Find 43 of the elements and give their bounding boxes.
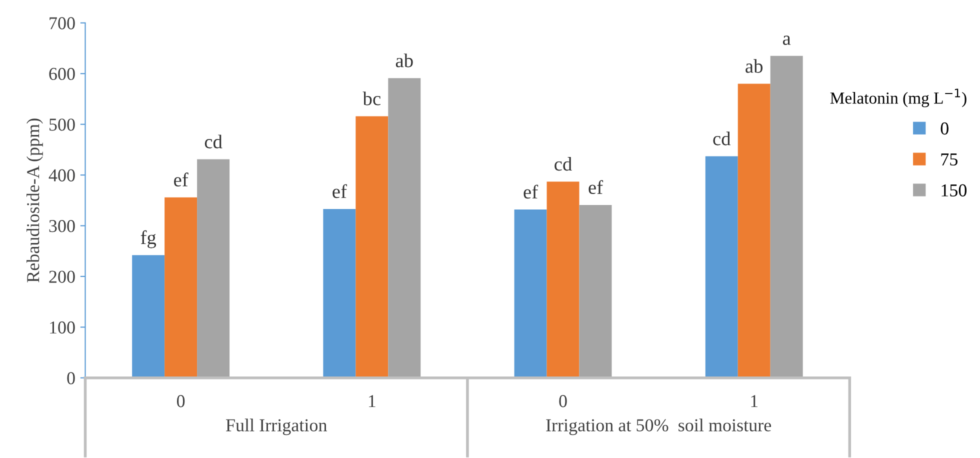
legend-label: 0 [940,122,948,135]
y-axis-title: Rebaudioside-A (ppm) [26,118,43,282]
bar [514,210,547,378]
bar [770,56,803,378]
x-tick-label: 1 [751,395,758,408]
y-tick-label: 400 [48,169,75,182]
bar [705,156,738,378]
bar [323,208,356,378]
data-label: cd [204,134,222,148]
x-tick-label: 0 [176,395,185,408]
data-label: cd [713,132,731,146]
bar [356,116,388,378]
bar [738,84,770,378]
x-tick-label: 0 [559,395,567,408]
bar [546,182,580,378]
y-tick-label: 600 [49,68,75,80]
data-label: a [782,36,791,45]
y-tick-label: 100 [50,321,75,334]
y-tick-label: 700 [50,17,75,30]
y-tick-label: 500 [50,118,75,131]
bar [164,197,198,378]
data-label: ef [588,180,604,194]
data-label: bc [362,92,380,106]
bar [197,159,230,378]
y-tick-label: 0 [67,372,75,384]
text: Irrigation at 50% soil moisture [546,418,772,436]
data-label: ab [396,54,413,68]
y-tick-label: 200 [49,270,75,283]
bar [579,204,612,378]
data-label: ef [524,184,538,199]
data-label: ef [174,172,188,186]
legend-title: Melatonin (mg L$^{−1}$) [830,88,966,108]
data-label: ab [746,59,763,73]
legend-label: 150 [942,184,967,196]
data-label: fg [140,230,156,248]
bar [132,255,165,378]
x-tick-label: 1 [368,395,376,408]
data-label: cd [554,157,572,171]
text: Full Irrigation [226,418,327,436]
data-label: ef [332,184,347,198]
y-tick-label: 300 [49,220,75,232]
bar [388,78,421,378]
legend-label: 75 [941,154,958,166]
